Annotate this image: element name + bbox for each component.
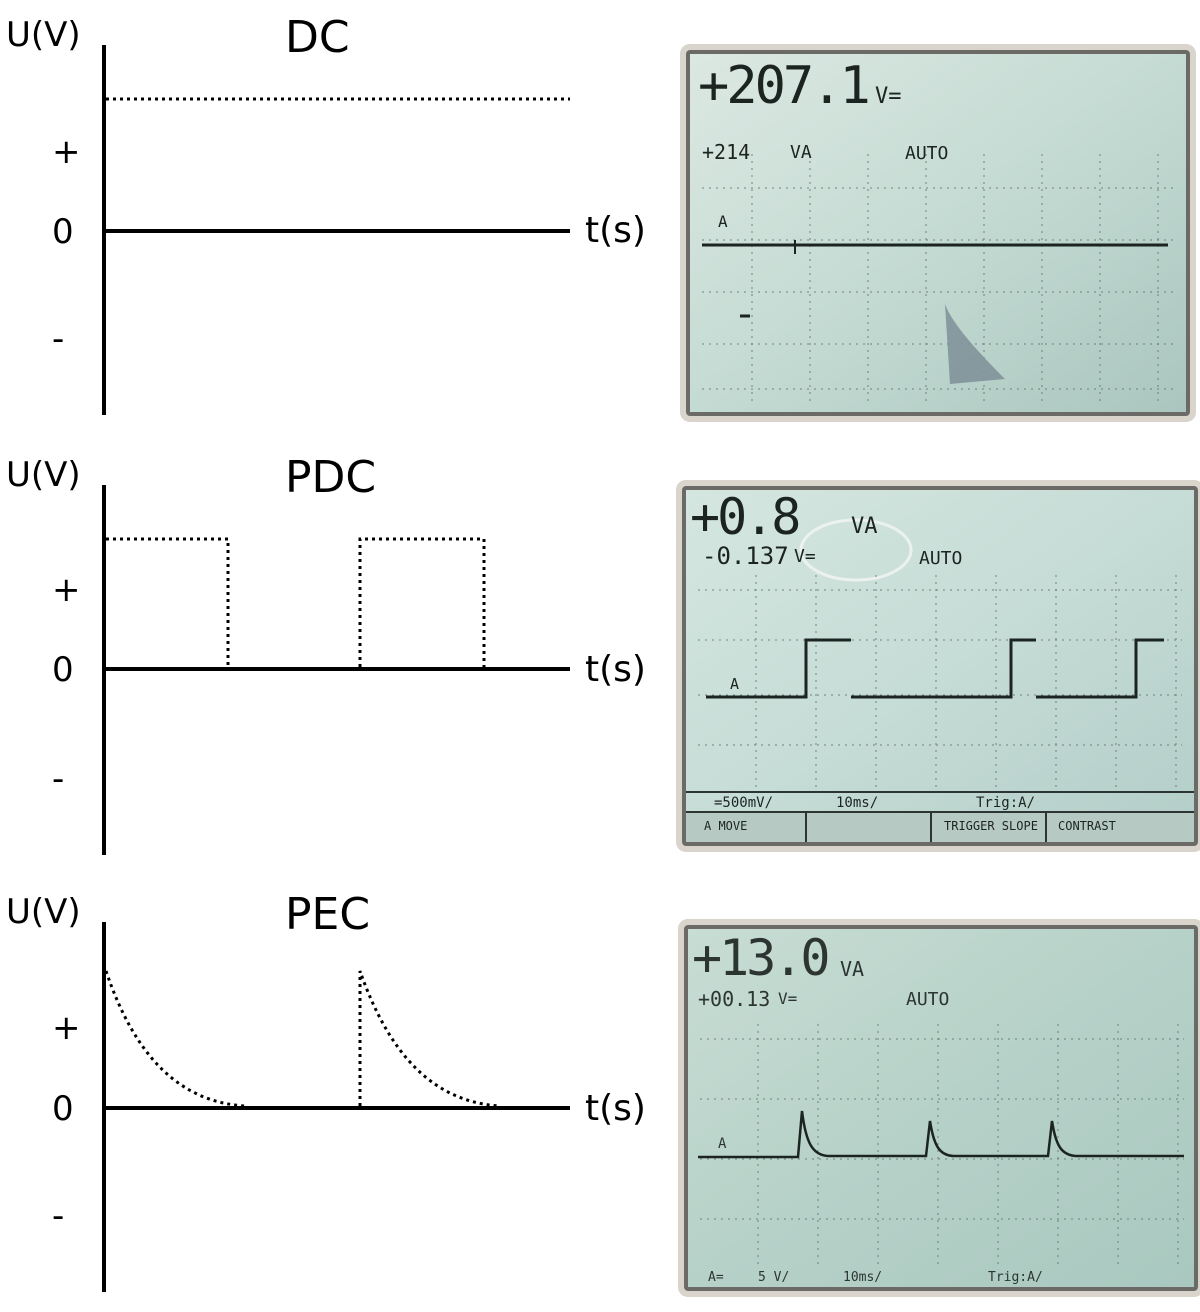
pdc-waveform-diagram: U(V) PDC + 0 - t(s) xyxy=(0,440,670,875)
softkey-bar xyxy=(686,812,1194,842)
minus-label: - xyxy=(52,1196,65,1236)
scope-sub-reading: +214 xyxy=(702,140,751,164)
minus-label: - xyxy=(52,319,65,359)
scope-trigger: Trig:A/ xyxy=(988,1270,1043,1285)
pec-scope-display xyxy=(688,929,1194,1287)
scope-volts-per-div: =500mV/ xyxy=(714,795,774,811)
scope-trace xyxy=(706,638,1164,699)
scope-sub-unit: V= xyxy=(794,546,816,567)
scope-main-reading: +207.1 xyxy=(698,56,871,116)
pec-decay-1 xyxy=(104,970,246,1108)
x-axis-label: t(s) xyxy=(585,649,646,690)
pdc-signal-pulses xyxy=(106,537,486,667)
scope-volts-per-div: 5 V/ xyxy=(758,1270,790,1285)
scope-main-unit: V= xyxy=(875,84,902,109)
scope-channel-label: A xyxy=(718,212,728,231)
plus-label: + xyxy=(52,132,81,172)
softkey-contrast: CONTRAST xyxy=(1058,819,1116,833)
zero-label: 0 xyxy=(52,650,74,690)
x-axis-label: t(s) xyxy=(585,210,646,251)
oscilloscope-screen-pdc: +0.8 VA -0.137 V= AUTO A =500mV/ 10ms/ T… xyxy=(682,486,1198,846)
scope-main-unit: VA xyxy=(851,514,878,539)
scope-channel-label: A xyxy=(730,675,740,693)
pec-waveform-diagram: U(V) PEC + 0 - t(s) xyxy=(0,877,670,1312)
glare-ring xyxy=(799,518,913,582)
softkey-dividers xyxy=(805,812,1047,842)
pec-axes xyxy=(102,922,570,1292)
scope-time-per-div: 10ms/ xyxy=(843,1270,883,1285)
dc-waveform-diagram: U(V) DC + 0 - t(s) xyxy=(0,0,670,435)
panel-pec: U(V) PEC + 0 - t(s) xyxy=(0,877,1200,1312)
scope-main-unit: VA xyxy=(840,957,865,981)
panel-pdc: U(V) PDC + 0 - t(s) xyxy=(0,440,1200,875)
scope-main-reading: +0.8 xyxy=(690,488,801,546)
softkey-trigger-slope: TRIGGER SLOPE xyxy=(944,819,1038,833)
pec-decay-2 xyxy=(358,970,501,1108)
y-axis-label: U(V) xyxy=(6,892,81,932)
plus-label: + xyxy=(52,1008,81,1048)
scope-trace xyxy=(698,1110,1184,1159)
scope-time-per-div: 10ms/ xyxy=(836,795,879,811)
x-axis-label: t(s) xyxy=(585,1088,646,1129)
scope-grid xyxy=(698,575,1182,790)
scope-coupling: A= xyxy=(708,1270,724,1285)
scope-mode: AUTO xyxy=(906,989,950,1010)
scope-mode: AUTO xyxy=(905,143,949,164)
scope-sub-reading: +00.13 xyxy=(698,987,771,1011)
softkey-a-move: A MOVE xyxy=(704,819,748,833)
panel-title: PEC xyxy=(285,889,371,940)
panel-title: PDC xyxy=(285,452,377,503)
scope-channel-label: A xyxy=(718,1136,727,1152)
scope-grid xyxy=(700,1024,1184,1269)
oscilloscope-screen-pec: +13.0 VA +00.13 V= AUTO A A= 5 V/ 10ms/ … xyxy=(684,925,1198,1291)
scope-sub-reading: -0.137 xyxy=(702,542,789,570)
minus-label: - xyxy=(52,759,65,799)
y-axis-label: U(V) xyxy=(6,455,81,495)
scope-mode: AUTO xyxy=(919,548,963,569)
plus-label: + xyxy=(52,570,81,610)
scope-main-reading: +13.0 xyxy=(692,929,831,987)
scope-sub-unit: VA xyxy=(790,142,812,163)
dc-axes xyxy=(102,45,570,415)
panel-dc: U(V) DC + 0 - t(s) xyxy=(0,0,1200,435)
pdc-scope-display xyxy=(686,490,1194,842)
dc-scope-display xyxy=(690,54,1186,412)
scope-sub-unit: V= xyxy=(778,989,798,1008)
pdc-axes xyxy=(102,485,570,855)
scope-trigger: Trig:A/ xyxy=(976,795,1036,811)
zero-label: 0 xyxy=(52,1089,74,1129)
glare-spot xyxy=(945,304,1005,384)
panel-title: DC xyxy=(285,12,350,63)
zero-label: 0 xyxy=(52,212,74,252)
scope-grid xyxy=(702,154,1174,404)
y-axis-label: U(V) xyxy=(6,15,81,55)
oscilloscope-screen-dc: +207.1 V= +214 VA AUTO A xyxy=(686,50,1190,416)
